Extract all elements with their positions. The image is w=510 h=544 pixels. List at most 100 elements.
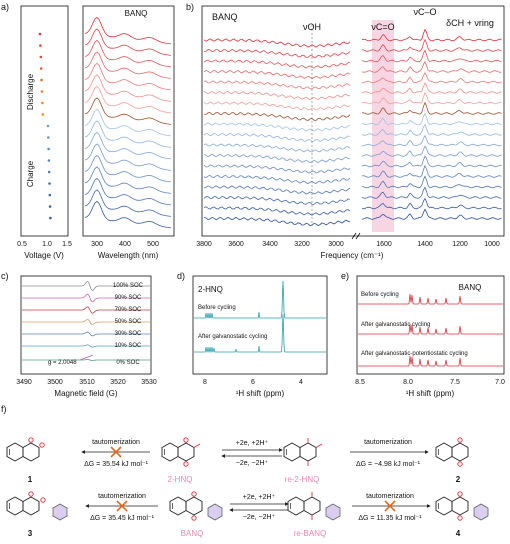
uvvis-spectrum-line (84, 131, 172, 160)
uvvis-spectrum-line (84, 51, 172, 79)
red-fwd-2: +2e, +2H⁺ (243, 494, 276, 501)
molecule-re2hnq (283, 438, 323, 466)
uvvis-spectrum-line (84, 108, 172, 137)
axis-break-marks (351, 232, 361, 240)
ir-spectrum-right (361, 112, 502, 126)
tautomerization-label-1: tautomerization (92, 439, 140, 446)
voltage-tick-0: 0.5 (17, 241, 27, 248)
epr-tick-1: 3500 (47, 379, 63, 386)
ir-tick-3200: 3200 (294, 241, 310, 248)
voltage-dot (47, 136, 50, 139)
voltage-tick-2: 1.5 (62, 241, 72, 248)
ir-spectrum-right (361, 71, 502, 84)
uvvis-spectrum-line (84, 143, 172, 171)
soc-label-50: 50% SOC (115, 319, 142, 325)
nmr-e-tick-2: 7.5 (450, 379, 460, 386)
uvvis-spectrum-line (84, 97, 172, 125)
soc-label-10: 10% SOC (115, 343, 142, 349)
ir-spectrum-left (203, 122, 351, 132)
nmr-d-axis-label: ¹H shift (ppm) (236, 389, 285, 398)
voltage-dot (39, 55, 43, 59)
ir-spectrum-left (203, 153, 351, 164)
soc-label-70: 70% SOC (115, 307, 142, 313)
ir-tick-3800: 3800 (196, 241, 212, 248)
ir-spectrum-right (361, 197, 502, 210)
epr-spectra (22, 281, 150, 361)
ir-axis-label: Frequency (cm⁻¹) (321, 251, 384, 260)
voltage-dot (48, 182, 51, 185)
discharge-label: Discharge (26, 73, 35, 110)
voltage-dot (47, 170, 51, 174)
ir-spectrum-right (361, 155, 502, 168)
nmr-banq-label-1: Before cycling (361, 292, 399, 298)
ir-tick-3400: 3400 (262, 241, 278, 248)
nmr-banq-title: BANQ (459, 283, 482, 292)
epr-plot-frame (20, 275, 152, 375)
name-re2hnq: re-2-HNQ (285, 475, 320, 484)
nmr-2hnq-title: 2-HNQ (198, 285, 223, 294)
ir-spectrum-left (203, 143, 351, 153)
voltage-dot (48, 193, 52, 197)
epr-spectrum-line (22, 359, 150, 361)
ir-spectrum-right (361, 175, 502, 189)
tautomerization-label-4: tautomerization (366, 493, 414, 500)
uvvis-plot-frame (82, 5, 175, 237)
uvvis-spectrum-line (84, 39, 172, 68)
voltage-dot (46, 124, 50, 128)
voltage-axis-label: Voltage (V) (24, 251, 64, 260)
epr-spectrum-line (22, 331, 150, 337)
ir-spectrum-right (361, 145, 502, 157)
voltage-dots (38, 32, 52, 220)
compound-4-number: 4 (456, 529, 461, 538)
voltage-dot (48, 205, 52, 208)
epr-spectrum-line (22, 306, 150, 314)
epr-spectrum-line (22, 344, 150, 348)
epr-spectrum-line (22, 281, 150, 291)
panel-label-e: e) (341, 271, 349, 281)
dg-1: ΔG = 35.54 kJ mol⁻¹ (84, 461, 148, 468)
wavelength-axis-label: Wavelength (nm) (98, 251, 159, 260)
epr-tick-4: 3530 (141, 379, 157, 386)
peak-ch-ring-label: δCH + νring (446, 18, 494, 28)
dg-3: ΔG = 35.45 kJ mol⁻¹ (90, 515, 154, 522)
ir-spectra (203, 28, 502, 227)
soc-label-90: 90% SOC (115, 295, 142, 301)
nmr-banq-label-3: After galvanostatic-potentiostatic cycli… (361, 351, 468, 357)
voltage-dot (47, 159, 51, 162)
epr-spectrum-line (22, 293, 150, 303)
blocked-cross-4 (384, 500, 396, 512)
epr-tick-3: 3520 (110, 379, 126, 386)
ir-tick-1000: 1000 (484, 241, 500, 248)
peak-co-label: νC=O (371, 22, 394, 32)
ir-spectrum-right (361, 208, 502, 220)
co-highlight-band (372, 20, 394, 232)
ir-spectrum-left (203, 112, 351, 121)
charge-label: Charge (26, 160, 35, 187)
voltage-dot (41, 101, 44, 105)
red-back-2: −2e, −2H⁺ (243, 514, 276, 521)
nmr-d-tick-8: 8 (203, 379, 207, 386)
name-rebanq: re-BANQ (294, 529, 326, 538)
ir-spectrum-left (203, 164, 351, 174)
nmr-e-tick-3: 7.0 (495, 379, 505, 386)
nmr-2hnq-spectra (194, 280, 326, 354)
ir-spectrum-left (203, 206, 351, 216)
wavelength-tick-0: 300 (91, 241, 103, 248)
ir-spectrum-right (362, 101, 502, 115)
epr-tick-0: 3490 (16, 379, 32, 386)
nmr-2hnq-before-label: Before cycling (198, 305, 236, 311)
uvvis-spectrum-line (84, 166, 172, 194)
nmr-banq-label-2: After galvanostatic cycling (361, 322, 430, 328)
dg-2: ΔG = −4.98 kJ mol⁻¹ (356, 461, 421, 468)
uvvis-spectrum-line (84, 154, 172, 183)
voltage-dot (39, 44, 42, 47)
nmr-banq-spectrum (358, 293, 503, 305)
panel-label-d: d) (177, 271, 185, 281)
uvvis-spectrum-line (84, 200, 172, 229)
ir-spectrum-left (203, 80, 351, 90)
soc-label-100: 100% SOC (113, 283, 144, 289)
molecule-banq (169, 491, 223, 521)
tautomerization-label-2: tautomerization (364, 439, 412, 446)
panel-label-a: a) (1, 2, 9, 12)
